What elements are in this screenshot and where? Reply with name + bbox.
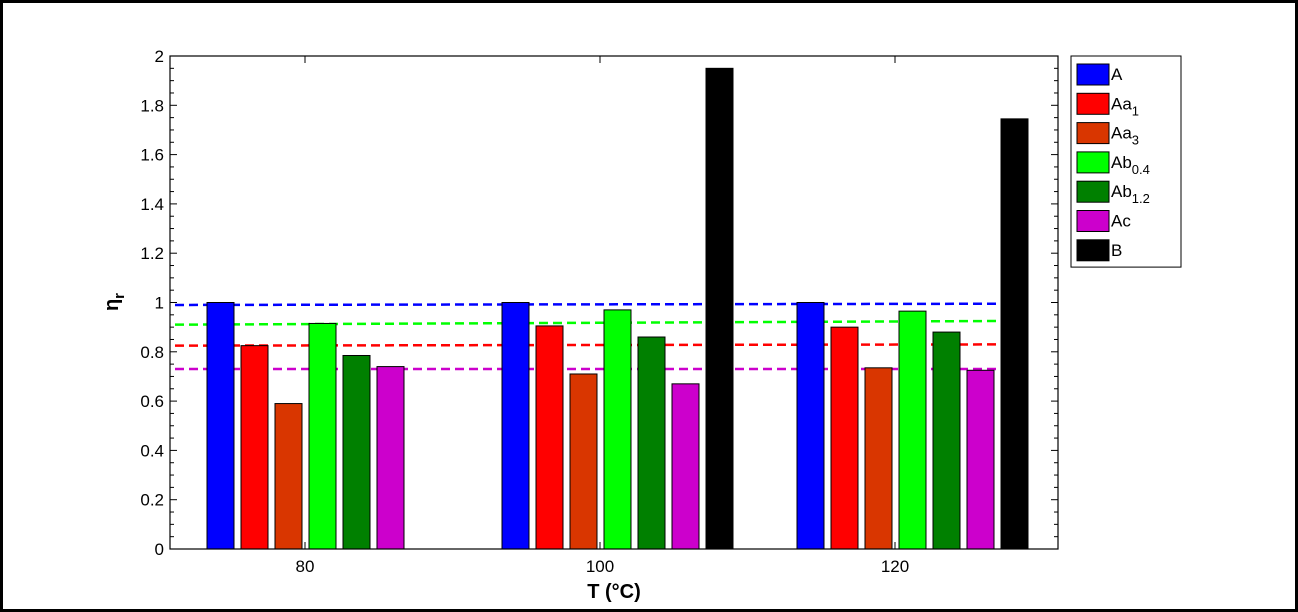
legend: A Aa1 Aa3 Ab0.4 Ab1.2 Ac B — [1070, 55, 1182, 268]
y-tick-labels: 0 0.2 0.4 0.6 0.8 1 1.2 1.4 1.6 1.8 2 — [140, 47, 164, 559]
bar-Ab0.4-120 — [898, 310, 927, 550]
y-tick-label: 1.4 — [140, 195, 164, 214]
legend-label-A: A — [1111, 65, 1123, 84]
legend-swatch-B — [1076, 239, 1110, 262]
legend-swatch-A — [1076, 63, 1110, 86]
bar-Ab1.2-100 — [637, 336, 666, 550]
bar-Aa3-80 — [274, 403, 303, 550]
x-tick-label: 120 — [881, 557, 909, 576]
bar-Ac-120 — [966, 369, 995, 550]
bar-Aa1-120 — [830, 326, 859, 550]
legend-label-Aa1: Aa1 — [1111, 94, 1139, 118]
bar-A-100 — [501, 302, 530, 550]
reference-line-1 — [174, 302, 1001, 307]
legend-swatch-Aa3 — [1076, 122, 1110, 145]
legend-label-Ab1.2: Ab1.2 — [1111, 182, 1150, 206]
legend-label-Ab0.4: Ab0.4 — [1111, 153, 1150, 177]
y-tick-label: 1 — [155, 294, 164, 313]
x-tick-label: 100 — [586, 557, 614, 576]
y-axis-title-symbol: η — [101, 299, 123, 311]
legend-swatch-Ab1.2 — [1076, 180, 1110, 203]
y-tick-label: 0.6 — [140, 392, 164, 411]
legend-swatch-Aa1 — [1076, 92, 1110, 115]
legend-swatch-Ab0.4 — [1076, 151, 1110, 174]
y-axis-title: ηr — [101, 293, 128, 311]
x-tick-label: 80 — [296, 557, 315, 576]
bar-B-100 — [705, 67, 734, 550]
bar-Aa3-120 — [864, 367, 893, 550]
legend-label-Ac: Ac — [1111, 212, 1131, 231]
bar-Ac-100 — [671, 383, 700, 550]
reference-line-3 — [174, 343, 1001, 347]
y-tick-label: 2 — [155, 47, 164, 66]
y-tick-label: 0.2 — [140, 491, 164, 510]
bar-Aa1-100 — [535, 325, 564, 550]
bars — [206, 67, 1029, 550]
bar-Ac-80 — [376, 366, 405, 550]
bar-A-120 — [796, 302, 825, 550]
bar-Ab0.4-80 — [308, 322, 337, 550]
bar-Aa3-100 — [569, 373, 598, 550]
reference-line-2 — [174, 319, 1001, 326]
bar-B-120 — [1000, 118, 1029, 550]
y-tick-label: 0.4 — [140, 441, 164, 460]
y-axis-title-subscript: r — [111, 293, 128, 299]
y-tick-label: 0.8 — [140, 343, 164, 362]
bar-Ab1.2-80 — [342, 354, 371, 550]
axes — [169, 55, 1059, 550]
y-tick-label: 0 — [155, 540, 164, 559]
bar-Aa1-80 — [240, 345, 269, 550]
y-tick-label: 1.2 — [140, 244, 164, 263]
reference-lines — [174, 302, 1001, 371]
bar-A-80 — [206, 302, 235, 550]
y-tick-label: 1.8 — [140, 96, 164, 115]
bar-Ab1.2-120 — [932, 331, 961, 550]
legend-label-Aa3: Aa3 — [1111, 124, 1139, 148]
x-tick-labels: 80 100 120 — [296, 557, 910, 576]
legend-label-B: B — [1111, 241, 1122, 260]
bar-Ab0.4-100 — [603, 309, 632, 550]
x-axis-title: T (°C) — [587, 581, 641, 603]
y-tick-label: 1.6 — [140, 146, 164, 165]
legend-swatch-Ac — [1076, 210, 1110, 232]
